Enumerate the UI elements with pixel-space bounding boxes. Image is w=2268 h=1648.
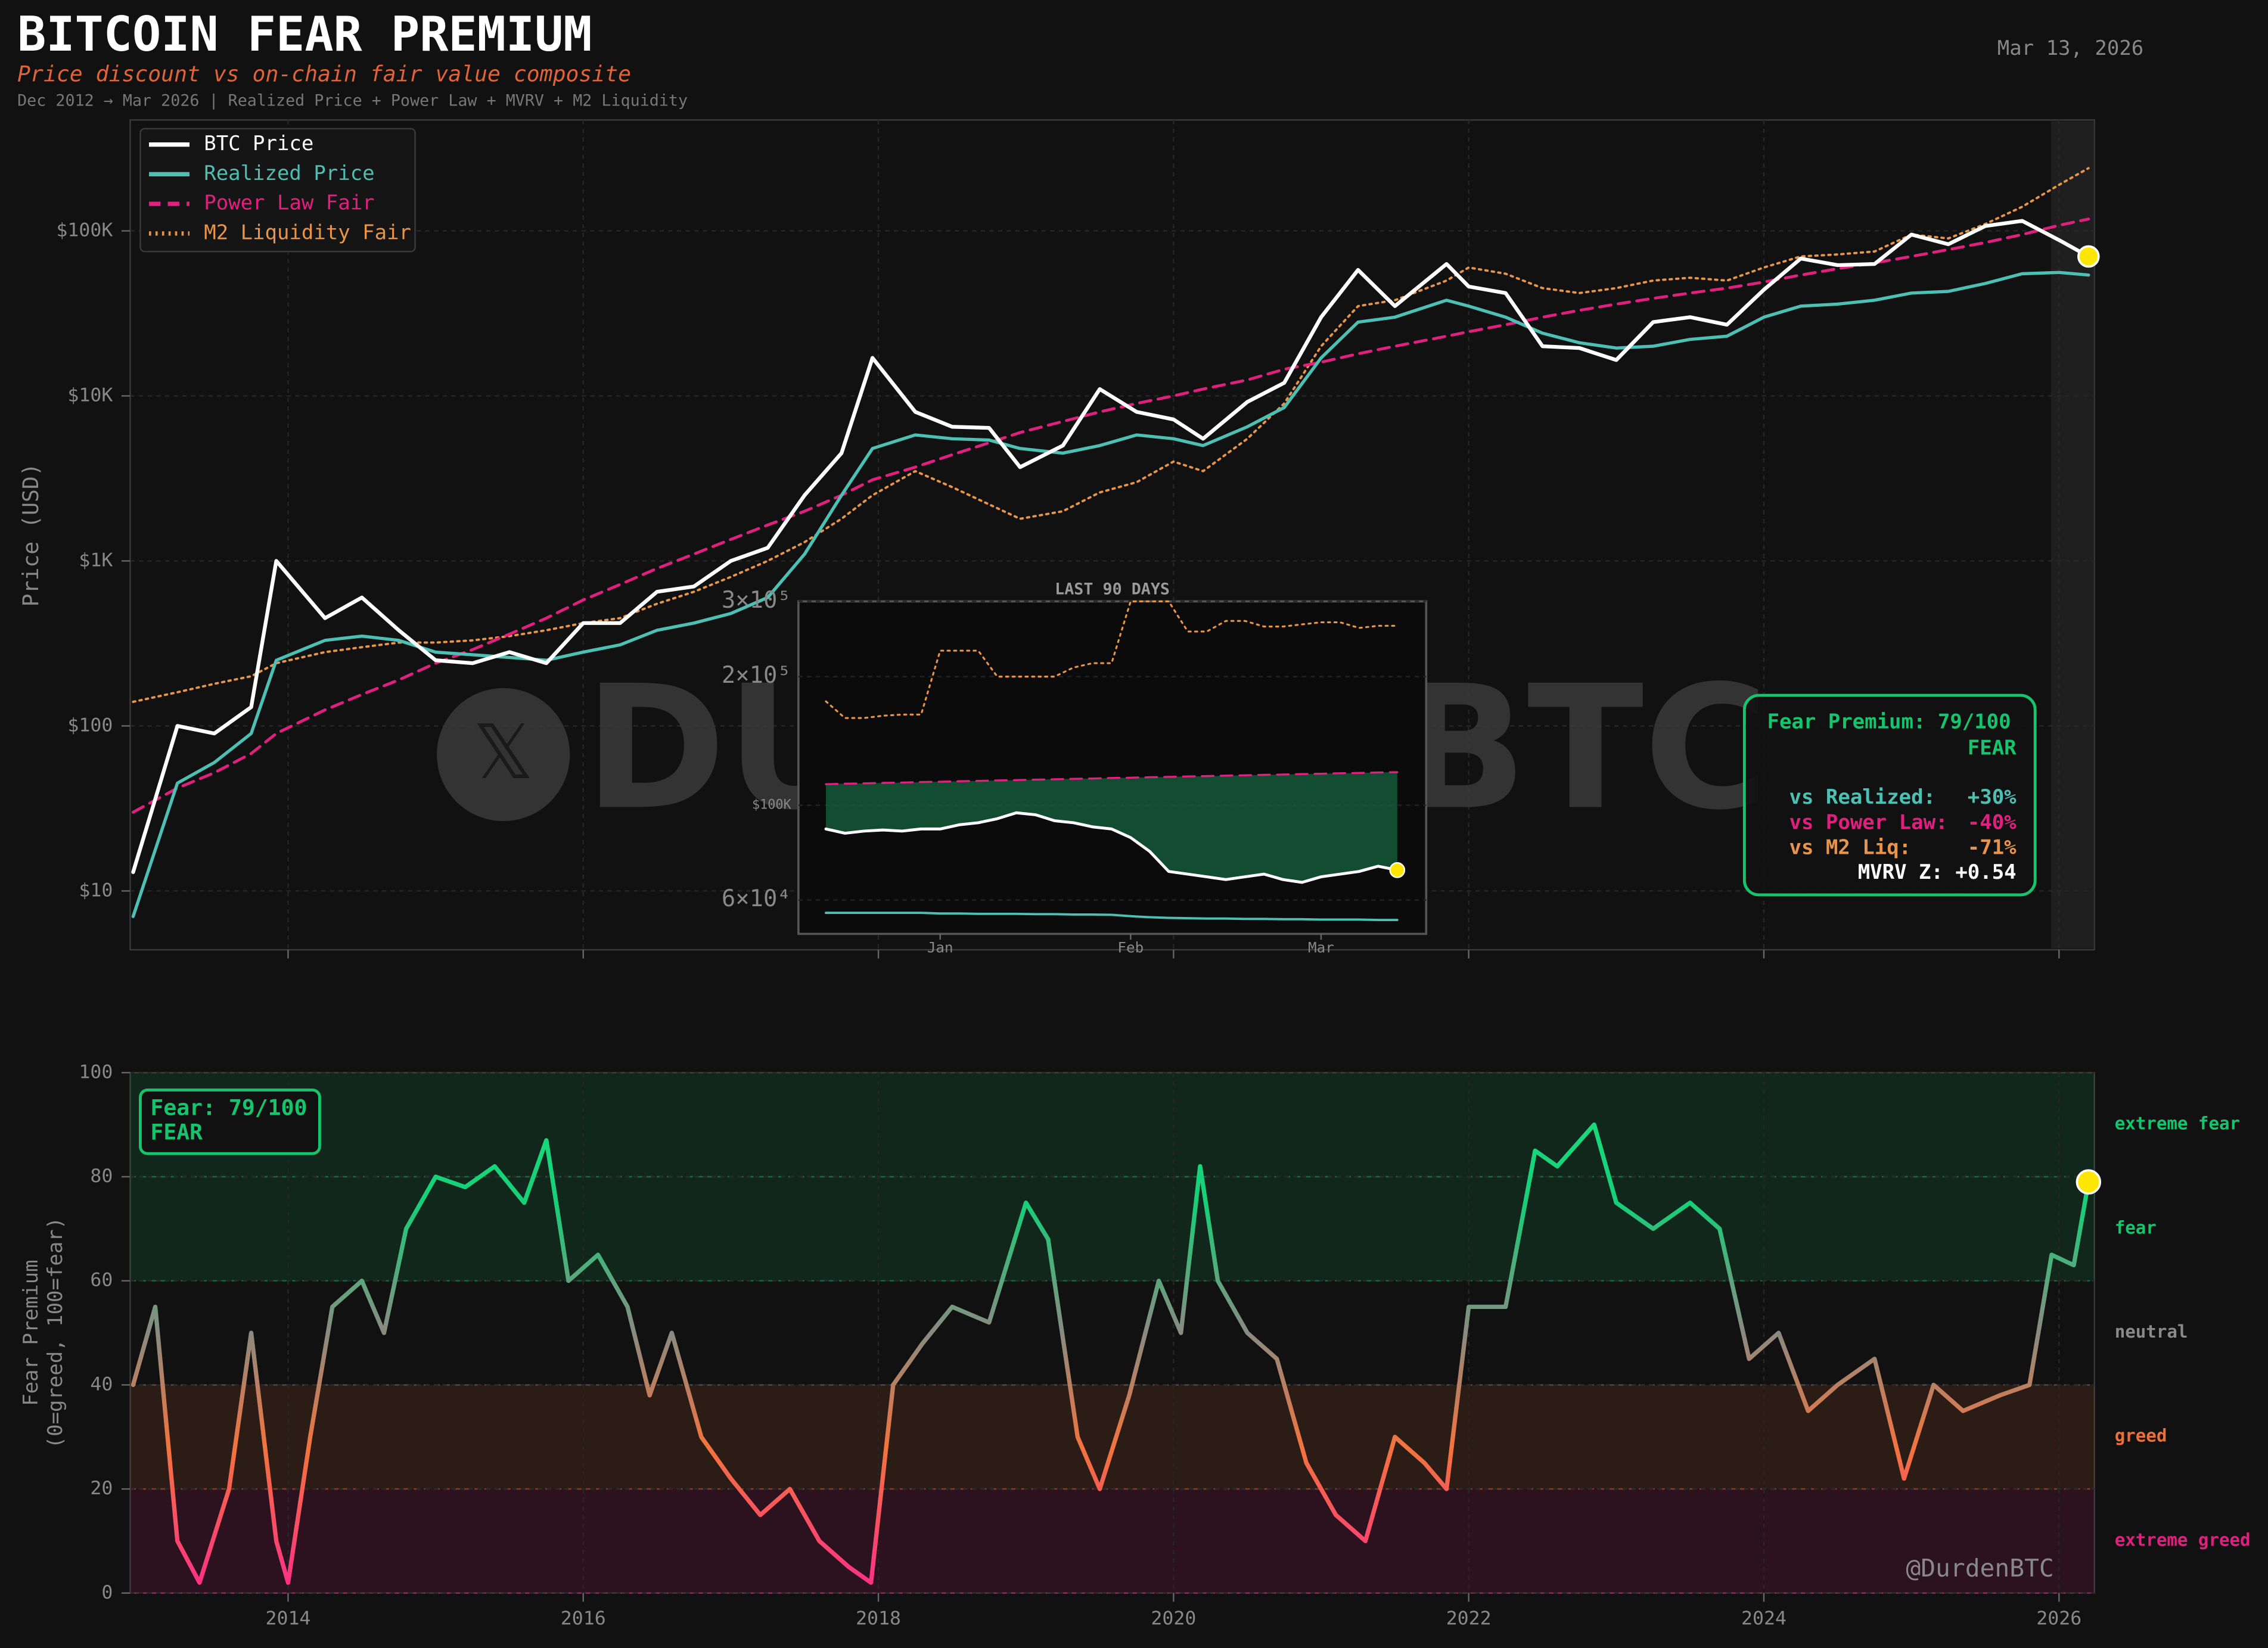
inset-area [797, 600, 1428, 935]
credit: @DurdenBTC [1906, 1554, 2053, 1582]
zone-label: fear [2115, 1217, 2157, 1237]
y-tick-label: 40 [90, 1373, 113, 1395]
watermark-logo [437, 688, 570, 822]
badge-text: Fear: 79/100 [150, 1094, 307, 1120]
legend-label: Realized Price [204, 161, 374, 185]
info-row-value: -40% [1968, 810, 2017, 834]
inset-y-tick-label: 3×10⁵ [722, 587, 791, 614]
zone-label: extreme fear [2115, 1114, 2240, 1134]
legend-label: Power Law Fair [204, 191, 374, 215]
info-row-label: vs Realized: [1789, 785, 1935, 809]
badge [139, 1089, 321, 1155]
inset-y-tick-label: 6×10⁴ [722, 885, 791, 912]
badge-state: FEAR [150, 1120, 203, 1145]
inset-y-tick-label: 2×10⁵ [722, 662, 791, 689]
info-row-value: -71% [1968, 836, 2017, 860]
zone-label: neutral [2115, 1321, 2188, 1342]
y-tick-label: 80 [90, 1165, 113, 1187]
series-line [131, 219, 2090, 874]
zone [130, 1177, 2095, 1281]
series-line [131, 217, 2090, 814]
inset-y-tick-label: $100K [752, 798, 792, 813]
zone-label: extreme greed [2115, 1529, 2251, 1550]
info-state: FEAR [1968, 736, 2017, 760]
info-box [1742, 694, 2037, 897]
series-line [825, 912, 1399, 921]
x-tick-label: 2026 [2036, 1607, 2081, 1629]
title: BITCOIN FEAR PREMIUM [17, 7, 592, 62]
y-tick-label: $10K [67, 384, 113, 406]
y-tick-label: $10 [79, 879, 113, 901]
y-tick-label: 20 [90, 1478, 113, 1499]
inset-x-tick-label: Mar [1308, 939, 1334, 956]
inset-title: LAST 90 DAYS [1055, 580, 1170, 598]
x-tick-label: 2014 [265, 1607, 310, 1629]
series-line [132, 167, 2090, 703]
discount-fill [825, 772, 1397, 882]
current-marker [2076, 1169, 2102, 1195]
x-tick-label: 2018 [856, 1607, 901, 1629]
zone [130, 1385, 2095, 1490]
info-row-label: vs M2 Liq: [1789, 836, 1912, 860]
y-tick-label: $1K [79, 549, 113, 571]
x-tick-label: 2020 [1151, 1607, 1196, 1629]
date: Mar 13, 2026 [1997, 36, 2143, 60]
inset-current-marker [1389, 862, 1406, 878]
subtitle: Price discount vs on-chain fair value co… [17, 61, 631, 87]
series-line [131, 270, 2090, 918]
series-line [131, 1122, 2091, 1585]
bottom-plot-area [129, 1072, 2095, 1594]
series-line [825, 600, 1399, 719]
info-header: Fear Premium: 79/100 [1767, 710, 2011, 734]
zone-label: greed [2115, 1426, 2167, 1446]
bottom: extreme fear fear neutral greed extreme gree… [79, 1061, 2250, 1629]
series-line [824, 811, 1399, 884]
y-tick-label: 100 [79, 1061, 113, 1083]
info-row-value: +30% [1968, 785, 2017, 809]
zone [130, 1072, 2095, 1177]
info-mvrv: MVRV Z: +0.54 [1858, 860, 2017, 884]
info-row-label: vs Power Law: [1789, 810, 1948, 834]
legend [139, 128, 416, 253]
y-tick-label: $100K [56, 220, 113, 241]
y-axis-label: Price (USD) [18, 463, 44, 607]
y-tick-label: 0 [101, 1582, 113, 1603]
x-tick-label: 2022 [1446, 1607, 1492, 1629]
caption: Dec 2012 → Mar 2026 | Realized Price + P… [17, 91, 688, 110]
current-marker [2077, 245, 2100, 268]
y-axis-label: Fear Premium [19, 1260, 43, 1406]
legend-label: M2 Liquidity Fair [204, 220, 411, 244]
inset-x-tick-label: Jan [927, 939, 953, 956]
zone [130, 1281, 2094, 1385]
series-line [825, 771, 1399, 785]
y-tick-label: 60 [90, 1270, 113, 1291]
x-tick-label: 2016 [561, 1607, 606, 1629]
top-lines [131, 167, 2100, 918]
zone [130, 1489, 2095, 1593]
inset: 6×10⁴ $100K 2×10⁵ 3×10⁵ Jan Feb Mar [722, 587, 1427, 956]
legend-entries: BTC Price Realized Price Power Law Fair M2 … [149, 132, 411, 244]
x-tick-label: 2024 [1741, 1607, 1787, 1629]
legend-label: BTC Price [204, 132, 313, 156]
y-tick-label: $100 [67, 714, 113, 736]
y-axis-label: (0=greed, 100=fear) [44, 1217, 67, 1448]
inset-x-tick-label: Feb [1117, 939, 1144, 956]
watermark-logo-x: 𝕏 [473, 708, 534, 796]
